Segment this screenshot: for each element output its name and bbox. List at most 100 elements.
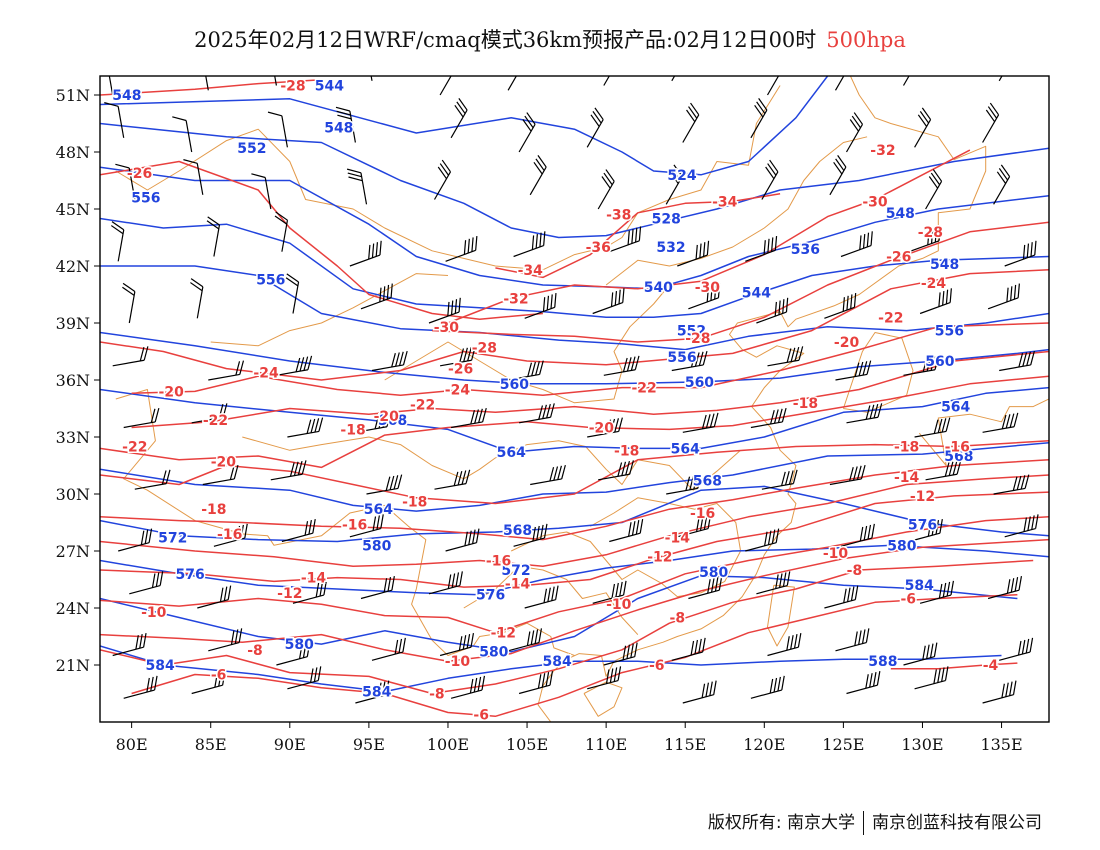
wind-barb [682, 412, 719, 433]
axis-ticks-layer: 51N 48N 45N 42N 39N 36N 33N 30N 27N 24N 21N 80E 85E 9… [56, 86, 1023, 754]
height-contour [100, 265, 1049, 351]
temperature-contour [100, 538, 1049, 662]
wind-barb [191, 671, 226, 695]
border-line [384, 284, 670, 404]
lat-tick-label: 51N [56, 86, 90, 105]
temperature-contour-label: -14 [505, 576, 531, 592]
wind-barb [360, 576, 395, 600]
temperature-contour-label: -22 [122, 440, 147, 456]
temperature-contour [100, 474, 1049, 567]
lat-tick-label: 45N [56, 200, 90, 219]
wind-barb [914, 107, 932, 148]
temperature-contour-label: -8 [670, 611, 686, 627]
temperature-contour [131, 350, 1049, 429]
temperature-contour-label: -4 [983, 658, 999, 674]
height-contour-label: 568 [378, 413, 407, 429]
wind-barb [835, 628, 870, 652]
height-contour-label: 548 [886, 206, 915, 222]
height-contour-label: 528 [652, 212, 681, 228]
wind-barb [191, 403, 228, 424]
temperature-contour-label: -12 [491, 626, 516, 642]
wind-barb [371, 637, 406, 661]
wind-barb [183, 159, 204, 195]
height-contour-label: 548 [324, 120, 353, 136]
wind-barb [745, 528, 780, 552]
wind-barb [840, 523, 875, 547]
height-contour-label: 564 [941, 400, 970, 416]
height-contours-layer [100, 76, 1049, 693]
height-contour [100, 122, 1049, 239]
owner-label: 版权所有: 南京大学 [707, 813, 855, 833]
lat-tick-label: 48N [56, 143, 90, 162]
wind-barb [592, 288, 625, 315]
wind-barb [360, 283, 393, 310]
wind-barb [846, 671, 881, 695]
wind-barb [671, 350, 708, 372]
wind-barb [285, 273, 300, 314]
lon-tick-label: 110E [585, 735, 627, 754]
temperature-contour-label: -10 [445, 654, 471, 670]
wind-barb [349, 240, 382, 267]
wind-barb [450, 407, 487, 429]
temperature-contour-label: -26 [886, 250, 911, 266]
height-contour-label: 584 [542, 654, 571, 670]
wind-barb [530, 464, 566, 486]
wind-barb [761, 159, 779, 200]
temperature-contour-label: -34 [518, 263, 544, 279]
wind-barb [993, 474, 1030, 495]
wind-barb [529, 155, 547, 196]
wind-barb [355, 680, 390, 704]
country-borders-layer [115, 76, 1049, 722]
wind-barb [106, 76, 114, 96]
wind-barb [688, 283, 721, 310]
wind-barb [666, 474, 702, 495]
wind-barb [982, 680, 1017, 704]
temperature-contour-label: -22 [410, 398, 435, 414]
wind-barb [365, 76, 373, 81]
temperature-contour-label: -36 [586, 240, 611, 256]
height-contour-label: 532 [656, 240, 685, 256]
height-contour-label: 556 [935, 324, 964, 340]
lon-tick-label: 80E [116, 735, 148, 754]
temperature-contour-label: -22 [631, 381, 656, 397]
border-line [849, 76, 987, 259]
border-line [918, 398, 1049, 466]
temperature-contour-label: -22 [203, 413, 228, 429]
border-line [463, 565, 639, 635]
height-contour-label: 556 [256, 272, 285, 288]
wind-barb [745, 236, 778, 262]
height-contour-label: 572 [158, 531, 187, 547]
height-contour [100, 574, 1018, 653]
temperature-contour [447, 149, 971, 324]
wind-barb [428, 297, 461, 324]
lon-tick-label: 100E [427, 735, 469, 754]
wind-barb [987, 576, 1023, 600]
temperature-contour-label: -18 [402, 495, 427, 511]
temperature-contour-label: -10 [606, 597, 632, 613]
wind-barb [122, 282, 136, 324]
wind-barb [129, 571, 164, 595]
temperature-contour [100, 375, 1049, 469]
wind-barb [518, 403, 555, 424]
wind-barb [987, 283, 1020, 310]
height-contour-label: 560 [925, 354, 954, 370]
temperature-contour-label: -18 [793, 396, 818, 412]
temperature-contour-label: -18 [894, 440, 919, 456]
wind-barb [433, 159, 452, 200]
temperature-contour-label: -20 [374, 409, 400, 425]
wind-barb [450, 675, 486, 699]
wind-barb [824, 293, 857, 319]
wind-barb [366, 474, 403, 495]
wind-barb [513, 231, 546, 258]
wind-barb [507, 76, 525, 91]
temperature-contour-label: -12 [277, 586, 302, 602]
border-line [115, 85, 781, 271]
border-line [115, 389, 575, 656]
wind-barb [270, 76, 277, 86]
wind-barb [439, 76, 457, 96]
wind-barb [355, 412, 392, 433]
border-line [583, 681, 623, 717]
wind-barb [677, 240, 710, 267]
temperature-contour-label: -20 [211, 455, 237, 471]
wind-barb [998, 76, 1016, 82]
